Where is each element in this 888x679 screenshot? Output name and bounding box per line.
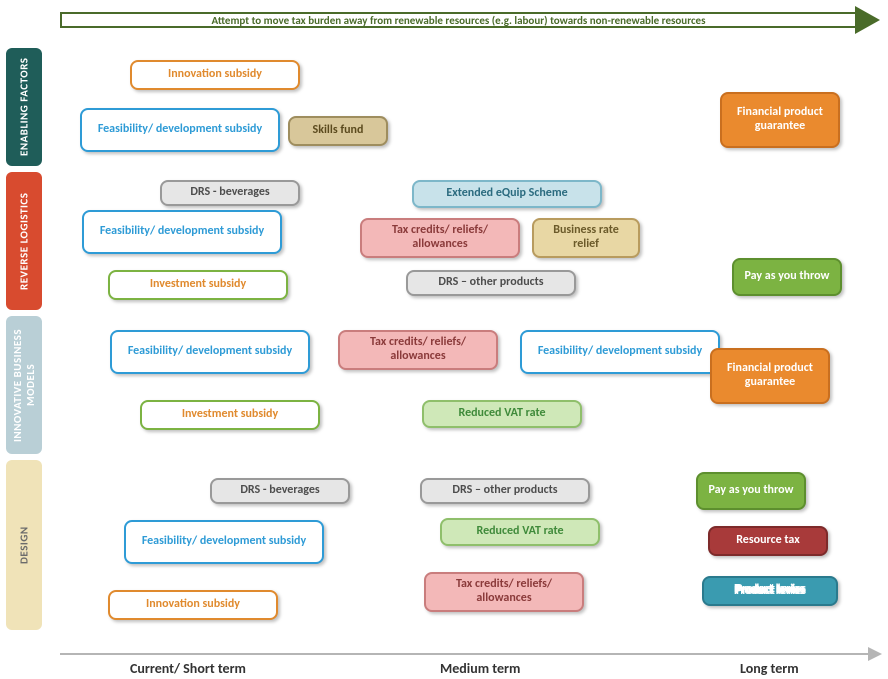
chip-c22: DRS – other products	[420, 478, 590, 504]
chip-c15: Feasibility/ development subsidy	[520, 330, 720, 374]
chip-c1: Innovation subsidy	[130, 60, 300, 90]
chip-c25: Pay as you throw	[696, 472, 806, 510]
x-axis	[60, 653, 880, 655]
chip-c12: Pay as you throw	[732, 258, 842, 296]
chip-c23: Reduced VAT rate	[440, 518, 600, 546]
chip-c18: Financial product guarantee	[710, 348, 830, 404]
row-label-enabling: ENABLING FACTORS	[6, 48, 42, 166]
chip-c21: Innovation subsidy	[108, 590, 278, 620]
chip-c11: DRS – other products	[406, 270, 576, 296]
chip-c9: Tax credits/ reliefs/ allowances	[360, 218, 520, 258]
x-axis-label: Current/ Short term	[130, 660, 246, 677]
row-label-models: INNOVATIVE BUSINESS MODELS	[6, 316, 42, 454]
top-arrow-label: Attempt to move tax burden away from ren…	[60, 12, 855, 28]
chip-c17: Reduced VAT rate	[422, 400, 582, 428]
x-axis-label: Medium term	[440, 660, 520, 677]
chip-c8: Extended eQuip Scheme	[412, 180, 602, 208]
chip-c20: Feasibility/ development subsidy	[124, 520, 324, 564]
chip-c24: Tax credits/ reliefs/ allowances	[424, 572, 584, 612]
chip-c13: Feasibility/ development subsidy	[110, 330, 310, 374]
chip-c6: Feasibility/ development subsidy	[82, 210, 282, 254]
chip-c14: Tax credits/ reliefs/ allowances	[338, 330, 498, 370]
x-axis-label: Long term	[740, 660, 799, 677]
chip-c27: Product levies	[702, 576, 838, 606]
chip-c16: Investment subsidy	[140, 400, 320, 430]
row-label-design: DESIGN	[6, 460, 42, 630]
chip-c7: Investment subsidy	[108, 270, 288, 300]
row-label-reverse: REVERSE LOGISTICS	[6, 172, 42, 310]
chip-c26: Resource tax	[708, 526, 828, 556]
chip-c19: DRS - beverages	[210, 478, 350, 504]
chip-c5: DRS - beverages	[160, 180, 300, 206]
top-arrow: Attempt to move tax burden away from ren…	[60, 6, 880, 34]
chip-c4: Financial product guarantee	[720, 92, 840, 148]
chip-c3: Skills fund	[288, 116, 388, 146]
top-arrow-head	[855, 6, 880, 34]
chip-c2: Feasibility/ development subsidy	[80, 108, 280, 152]
chip-c10: Business rate relief	[532, 218, 640, 258]
